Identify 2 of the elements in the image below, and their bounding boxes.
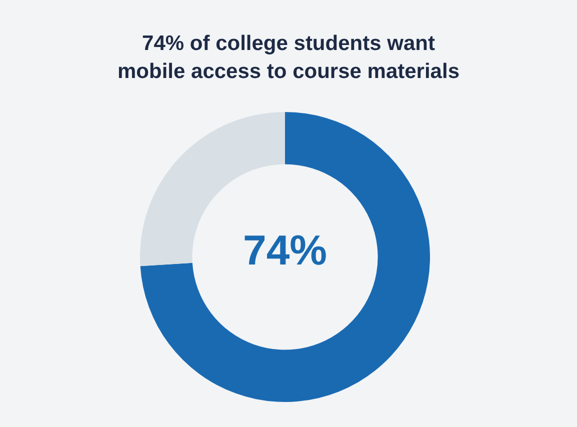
text: 74% <box>242 226 328 274</box>
chart-title: 74% of college students want mobile access to course materials <box>116 31 460 85</box>
